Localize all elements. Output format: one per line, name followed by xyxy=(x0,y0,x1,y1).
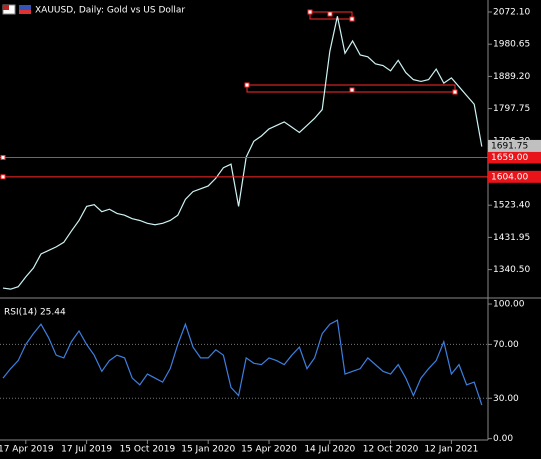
x-tick-label: 12 Jan 2021 xyxy=(424,445,478,455)
price-tag-label: 1659.00 xyxy=(491,153,528,163)
y-tick-label: 100.00 xyxy=(493,300,525,310)
bid-tag xyxy=(488,139,541,152)
y-tick-label: 1431.95 xyxy=(493,233,530,243)
x-tick-label: 17 Jul 2019 xyxy=(61,445,112,455)
price-line xyxy=(2,16,483,290)
price-tag xyxy=(488,151,541,164)
bid-tag-label: 1691.75 xyxy=(491,141,528,151)
x-tick-label: 15 Oct 2019 xyxy=(120,445,176,455)
x-tick-label: 15 Apr 2020 xyxy=(241,445,297,455)
rsi-title: RSI(14) 25.44 xyxy=(4,308,66,318)
symbol-icon xyxy=(2,4,31,15)
line-handle xyxy=(0,154,6,160)
y-tick-label: 70.00 xyxy=(493,340,519,350)
x-tick-label: 12 Oct 2020 xyxy=(363,445,419,455)
price-tag xyxy=(488,170,541,183)
y-tick-label: 1523.40 xyxy=(493,201,530,211)
x-tick-label: 14 Jul 2020 xyxy=(304,445,355,455)
line-handle xyxy=(0,174,6,180)
price-line xyxy=(2,319,483,406)
x-tick-label: 15 Jan 2020 xyxy=(181,445,235,455)
y-tick-label: 1797.75 xyxy=(493,104,530,114)
x-tick-label: 17 Apr 2019 xyxy=(0,445,54,455)
y-tick-label: 30.00 xyxy=(493,394,519,404)
y-tick-label: 2072.10 xyxy=(493,8,530,18)
y-tick-label: 1340.50 xyxy=(493,265,530,275)
price-tag-label: 1604.00 xyxy=(491,172,528,182)
chart-title: XAUUSD, Daily: Gold vs US Dollar xyxy=(35,6,185,16)
drawn-objects xyxy=(244,9,458,95)
y-tick-label: 1889.20 xyxy=(493,72,530,82)
y-tick-label: 0.00 xyxy=(493,434,513,444)
y-tick-label: 1980.65 xyxy=(493,40,530,50)
